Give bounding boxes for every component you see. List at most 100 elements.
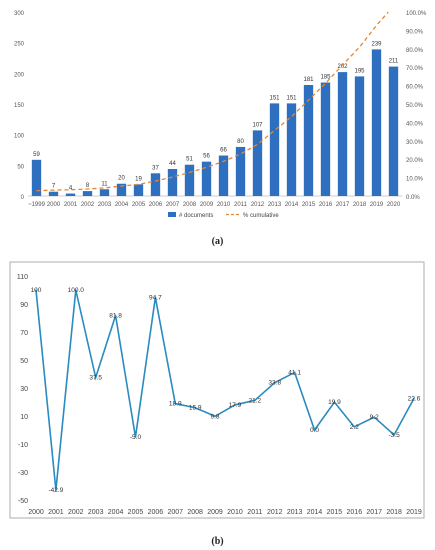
x-tick-label: 2001 (48, 509, 64, 516)
y2-tick-label: 30.0% (406, 140, 424, 146)
x-tick-label: 2002 (68, 509, 84, 516)
data-label: 19.9 (328, 399, 341, 406)
y-tick-label: 250 (14, 42, 25, 48)
series-line-cumulative (36, 11, 389, 192)
bar (218, 155, 229, 196)
x-tick-label: 2017 (336, 202, 350, 208)
data-point (293, 371, 296, 374)
data-label: 185 (320, 75, 331, 81)
x-tick-label: 2018 (353, 202, 367, 208)
caption-b: (b) (211, 536, 224, 547)
y-tick-label: 50 (20, 358, 28, 365)
x-tick-label: 2019 (370, 202, 384, 208)
data-label: 8 (86, 183, 90, 189)
bar (150, 173, 161, 196)
data-label: 21.2 (249, 397, 262, 404)
data-point (114, 314, 117, 317)
x-tick-label: 2012 (251, 202, 265, 208)
data-label: 41.1 (288, 369, 301, 376)
data-label: 100.0 (68, 287, 85, 294)
y2-tick-label: 100.0% (406, 11, 427, 17)
x-tick-label: 2000 (47, 202, 61, 208)
data-label: 17.9 (229, 402, 242, 409)
x-tick-label: 2003 (98, 202, 112, 208)
data-point (333, 401, 336, 403)
bar (116, 183, 127, 196)
bar (65, 193, 76, 196)
y-tick-label: 200 (14, 72, 25, 78)
x-tick-label: 2009 (200, 202, 214, 208)
data-label: 44 (169, 161, 176, 167)
data-label: 22.6 (408, 395, 421, 402)
chart-b: -50 -30 -10 10 30 50 70 90 110 2000 2001 2002 2003 20… (17, 274, 422, 516)
chart-b-frame (9, 261, 425, 519)
bar (201, 161, 212, 196)
y2-tick-label: 50.0% (406, 103, 424, 109)
data-label: 59 (33, 152, 40, 158)
data-point (313, 429, 316, 431)
data-point (413, 397, 415, 400)
x-tick-label: ~1999 (28, 202, 46, 208)
data-point (273, 381, 276, 384)
x-tick-label: 2006 (149, 202, 163, 208)
x-tick-label: 2004 (108, 509, 124, 516)
x-tick-label: 2015 (327, 509, 343, 516)
x-tick-label: 2019 (406, 509, 422, 516)
legend-entry: % cumulative (243, 213, 279, 219)
data-label: 202 (337, 64, 348, 70)
x-tick-label: 2016 (347, 509, 363, 516)
x-tick-label: 2011 (247, 509, 262, 516)
y2-tick-label: 80.0% (406, 48, 424, 54)
data-point (174, 402, 177, 405)
bar (82, 191, 93, 196)
x-tick-label: 2013 (268, 202, 282, 208)
data-label: 181 (303, 77, 314, 83)
bar (235, 146, 246, 196)
data-label: 18.9 (169, 401, 182, 408)
y2-tick-label: 90.0% (406, 29, 424, 35)
x-tick-label: 2005 (128, 509, 144, 516)
data-point (154, 296, 157, 299)
data-label: 33.8 (268, 380, 281, 387)
data-label: 151 (269, 95, 280, 101)
data-label: 37 (152, 165, 159, 171)
data-label: 11 (101, 181, 108, 187)
data-point (55, 489, 57, 491)
data-point (214, 415, 216, 418)
data-label: -3.5 (389, 432, 401, 439)
data-label: 66 (220, 148, 227, 154)
y2-tick-label: 70.0% (406, 66, 424, 72)
x-tick-label: 2014 (307, 509, 323, 516)
data-label: 20 (118, 176, 125, 182)
y-tick-label: 100 (14, 134, 25, 140)
data-label: 4 (69, 186, 73, 192)
data-label: 211 (389, 59, 399, 65)
bar (167, 169, 178, 196)
data-point (353, 426, 356, 428)
x-tick-label: 2005 (132, 202, 146, 208)
x-tick-label: 2007 (167, 509, 183, 516)
bar (133, 184, 144, 196)
caption-a: (a) (211, 236, 224, 247)
data-point (373, 416, 376, 418)
y-tick-label: 150 (14, 103, 25, 109)
y-tick-label: -10 (18, 442, 28, 449)
x-tick-label: 2004 (115, 202, 129, 208)
x-tick-label: 2009 (207, 509, 223, 516)
y2-tick-label: 20.0% (406, 158, 424, 164)
x-tick-label: 2015 (302, 202, 316, 208)
x-tick-label: 2010 (227, 509, 243, 516)
bar (303, 84, 314, 196)
bar (252, 130, 263, 196)
x-tick-label: 2011 (234, 202, 248, 208)
y-tick-label: 10 (20, 414, 28, 421)
data-point (234, 404, 236, 406)
x-tick-label: 2008 (183, 202, 197, 208)
x-tick-label: 2003 (88, 509, 104, 516)
chart-a: 0 50 100 150 200 250 300 0.0% 10.0% 20.0% 30.0% 40.… (14, 11, 427, 219)
legend-swatch-documents (168, 212, 176, 217)
series-line (35, 289, 415, 491)
y-tick-label: 0 (21, 195, 25, 201)
data-point (254, 399, 256, 402)
